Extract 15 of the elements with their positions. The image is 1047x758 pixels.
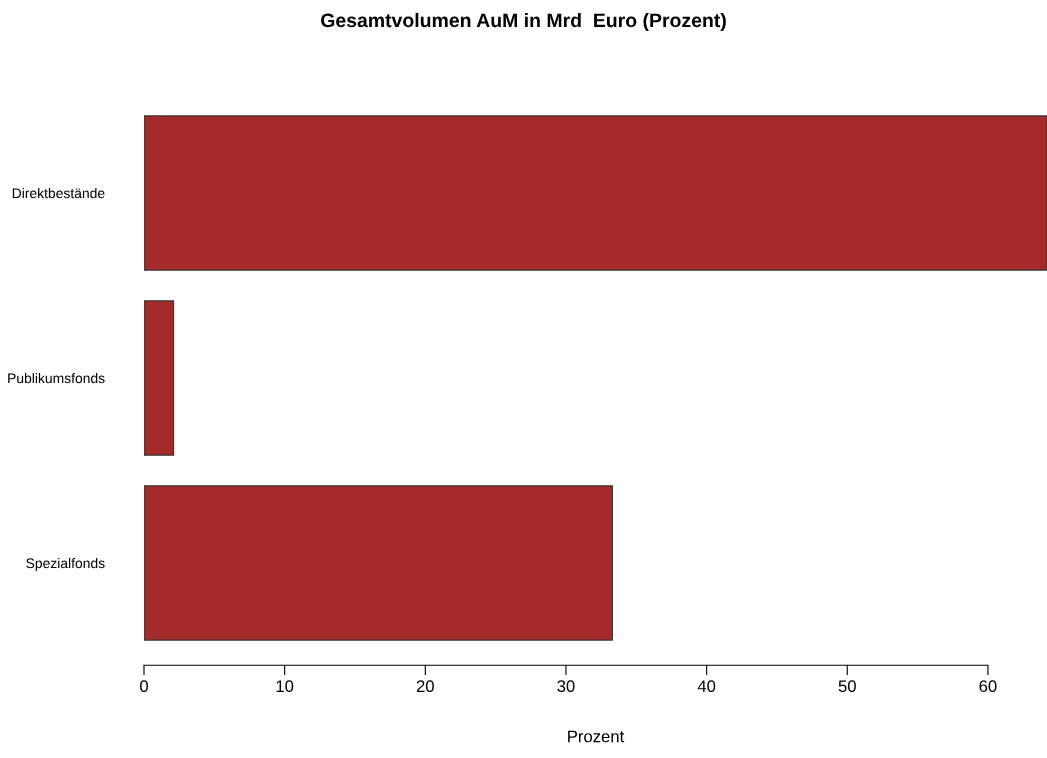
x-tick-label: 0 <box>140 680 148 693</box>
y-tick-label: Spezialfonds <box>26 557 105 571</box>
y-tick-label: Publikumsfonds <box>8 372 105 384</box>
x-tick-label: 60 <box>979 680 997 693</box>
y-tick-label: Direktbestände <box>12 187 105 199</box>
x-tick-label: 30 <box>557 680 575 693</box>
bar <box>144 485 613 641</box>
x-tick-label: 40 <box>697 680 716 693</box>
x-tick-label: 10 <box>276 680 294 693</box>
x-tick-label: 20 <box>416 680 434 693</box>
chart-title: Gesamtvolumen AuM in Mrd Euro (Prozent) <box>321 12 726 32</box>
x-axis-title: Prozent <box>568 730 625 743</box>
bar <box>144 115 1047 271</box>
bar <box>144 300 175 456</box>
x-tick-label: 50 <box>838 680 856 693</box>
